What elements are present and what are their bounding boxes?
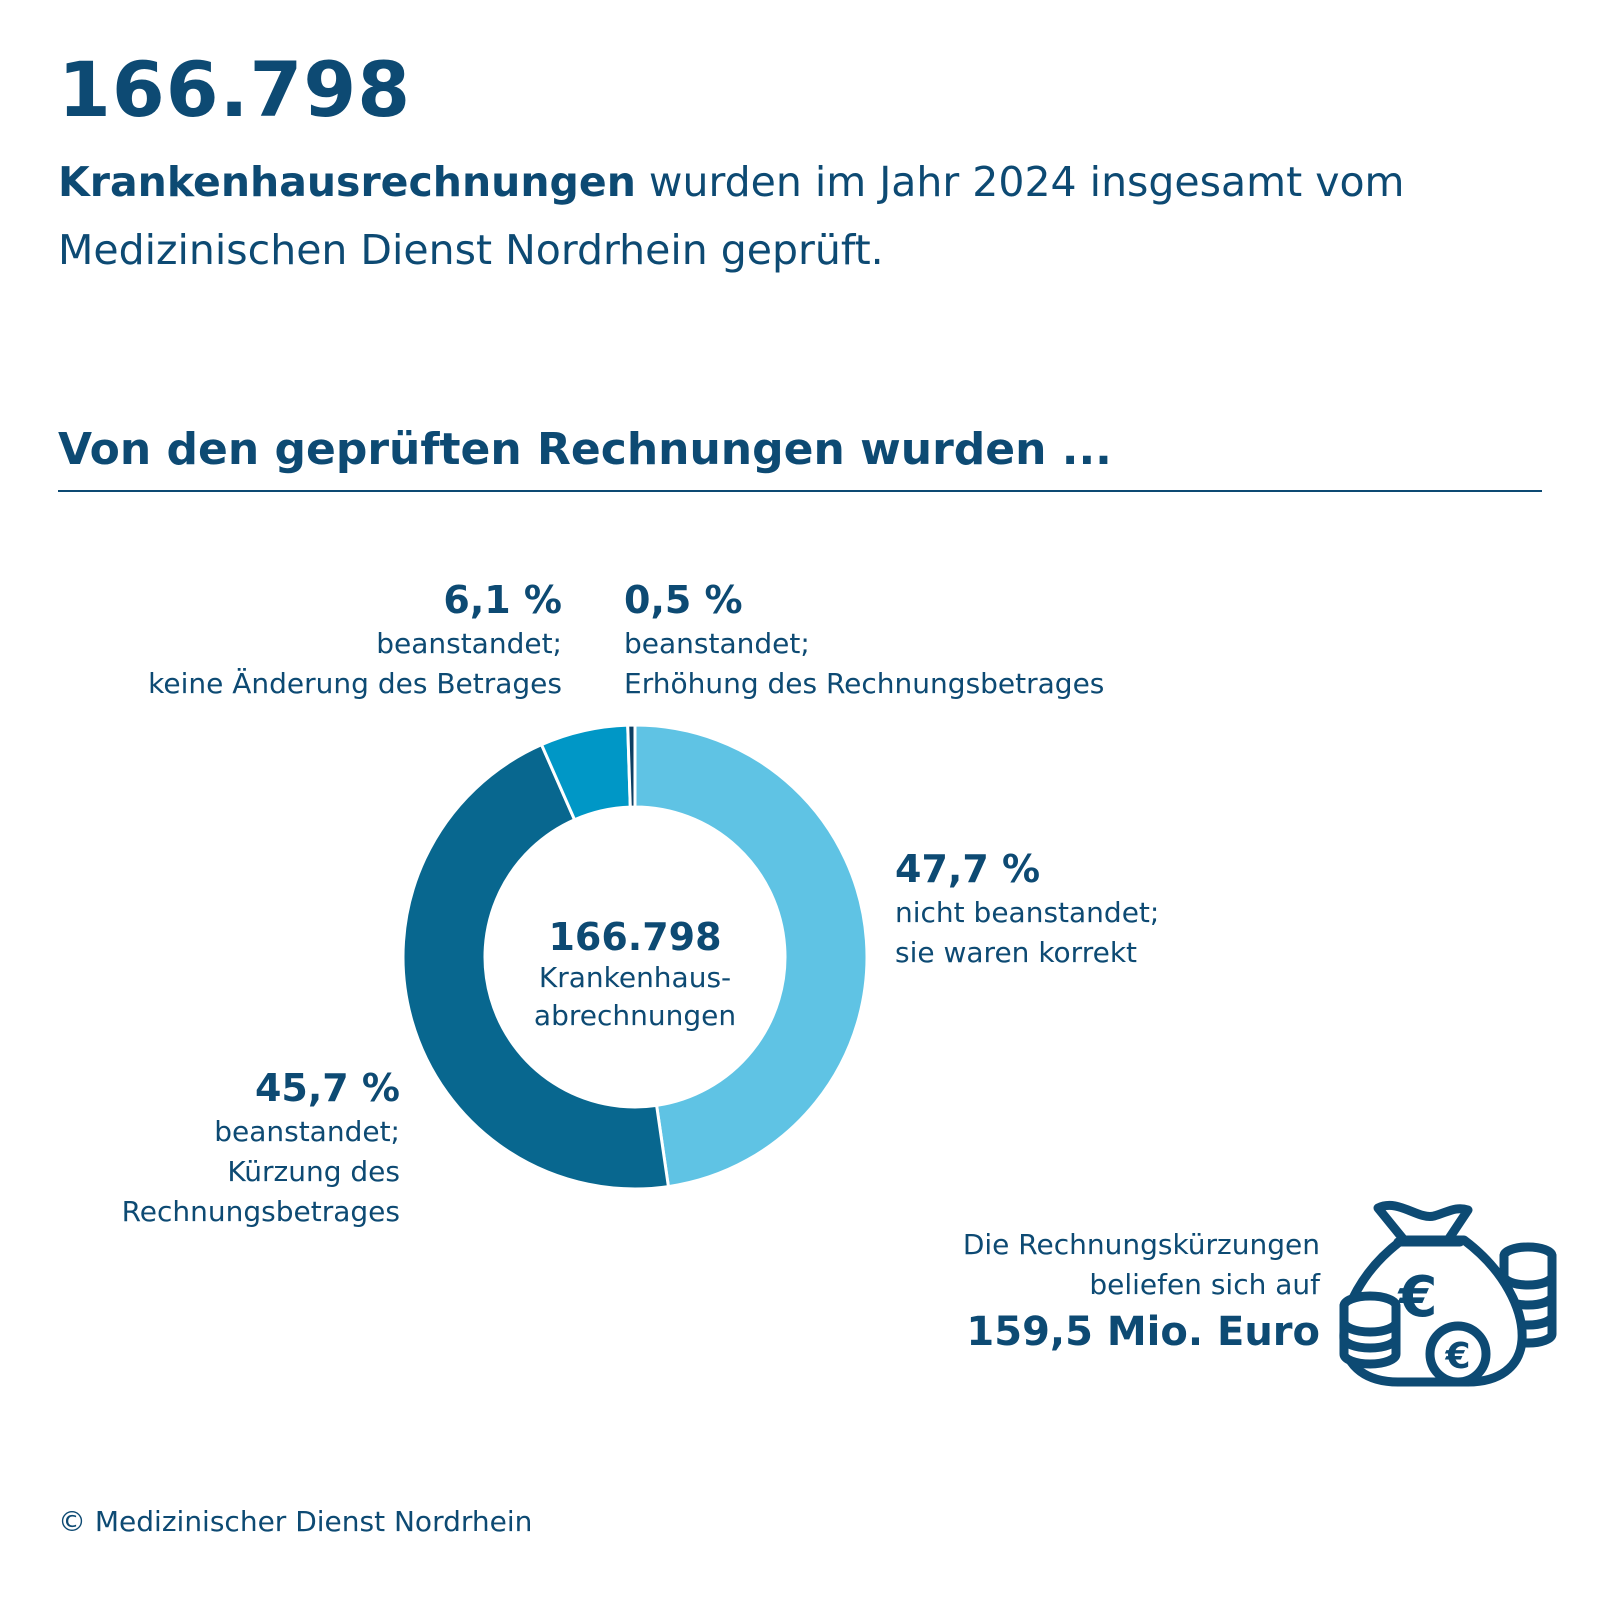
- coin-stack-left-icon: [1339, 1291, 1401, 1369]
- annotation-nochange-line2: keine Änderung des Betrages: [148, 667, 562, 700]
- savings-text: Die Rechnungskürzungen beliefen sich auf…: [880, 1225, 1320, 1359]
- svg-text:€: €: [1444, 1336, 1470, 1377]
- donut-slice-cut: [401, 742, 671, 1191]
- center-number: 166.798: [548, 915, 722, 959]
- donut-slice-increase: [626, 723, 637, 809]
- intro-text: Krankenhausrechnungen wurden im Jahr 202…: [58, 148, 1458, 284]
- annotation-nochange-line1: beanstandet;: [376, 627, 562, 660]
- annotation-correct: 47,7 % nicht beanstandet; sie waren korr…: [895, 845, 1159, 973]
- euro-coin-icon: €: [1425, 1321, 1491, 1387]
- section-title: Von den geprüften Rechnungen wurden ...: [58, 424, 1112, 475]
- center-line1: Krankenhaus-: [538, 961, 732, 994]
- total-number: 166.798: [58, 45, 412, 134]
- savings-line1: Die Rechnungskürzungen: [962, 1228, 1320, 1261]
- donut-center-label: 166.798 Krankenhaus- abrechnungen: [500, 915, 770, 1035]
- section-divider: [58, 490, 1542, 492]
- annotation-increase: 0,5 % beanstandet; Erhöhung des Rechnung…: [624, 576, 1104, 704]
- donut-chart: [401, 723, 869, 1191]
- annotation-cut: 45,7 % beanstandet; Kürzung des Rechnung…: [122, 1064, 400, 1232]
- savings-amount: 159,5 Mio. Euro: [966, 1309, 1320, 1355]
- annotation-increase-pct: 0,5 %: [624, 578, 743, 622]
- donut-segments: [401, 723, 869, 1191]
- annotation-cut-line1: beanstandet;: [214, 1115, 400, 1148]
- center-line2: abrechnungen: [533, 999, 737, 1032]
- intro-rest: wurden im Jahr 2024 insgesamt vom Medizi…: [58, 158, 1405, 274]
- savings-line2: beliefen sich auf: [1089, 1268, 1320, 1301]
- copyright: © Medizinischer Dienst Nordrhein: [58, 1505, 533, 1538]
- annotation-correct-line1: nicht beanstandet;: [895, 896, 1160, 929]
- annotation-correct-pct: 47,7 %: [895, 847, 1041, 891]
- annotation-nochange-pct: 6,1 %: [443, 578, 562, 622]
- annotation-cut-line2: Kürzung des: [227, 1155, 400, 1188]
- annotation-increase-line2: Erhöhung des Rechnungsbetrages: [624, 667, 1105, 700]
- svg-text:€: €: [1397, 1265, 1438, 1330]
- annotation-cut-line3: Rechnungsbetrages: [121, 1195, 400, 1228]
- annotation-correct-line2: sie waren korrekt: [895, 936, 1138, 969]
- annotation-cut-pct: 45,7 %: [254, 1066, 400, 1110]
- donut-slice-correct: [633, 723, 869, 1189]
- intro-bold: Krankenhausrechnungen: [58, 158, 636, 206]
- money-bag-euro-icon: € €: [1339, 1200, 1557, 1387]
- annotation-increase-line1: beanstandet;: [624, 627, 810, 660]
- annotation-nochange: 6,1 % beanstandet; keine Änderung des Be…: [148, 576, 562, 704]
